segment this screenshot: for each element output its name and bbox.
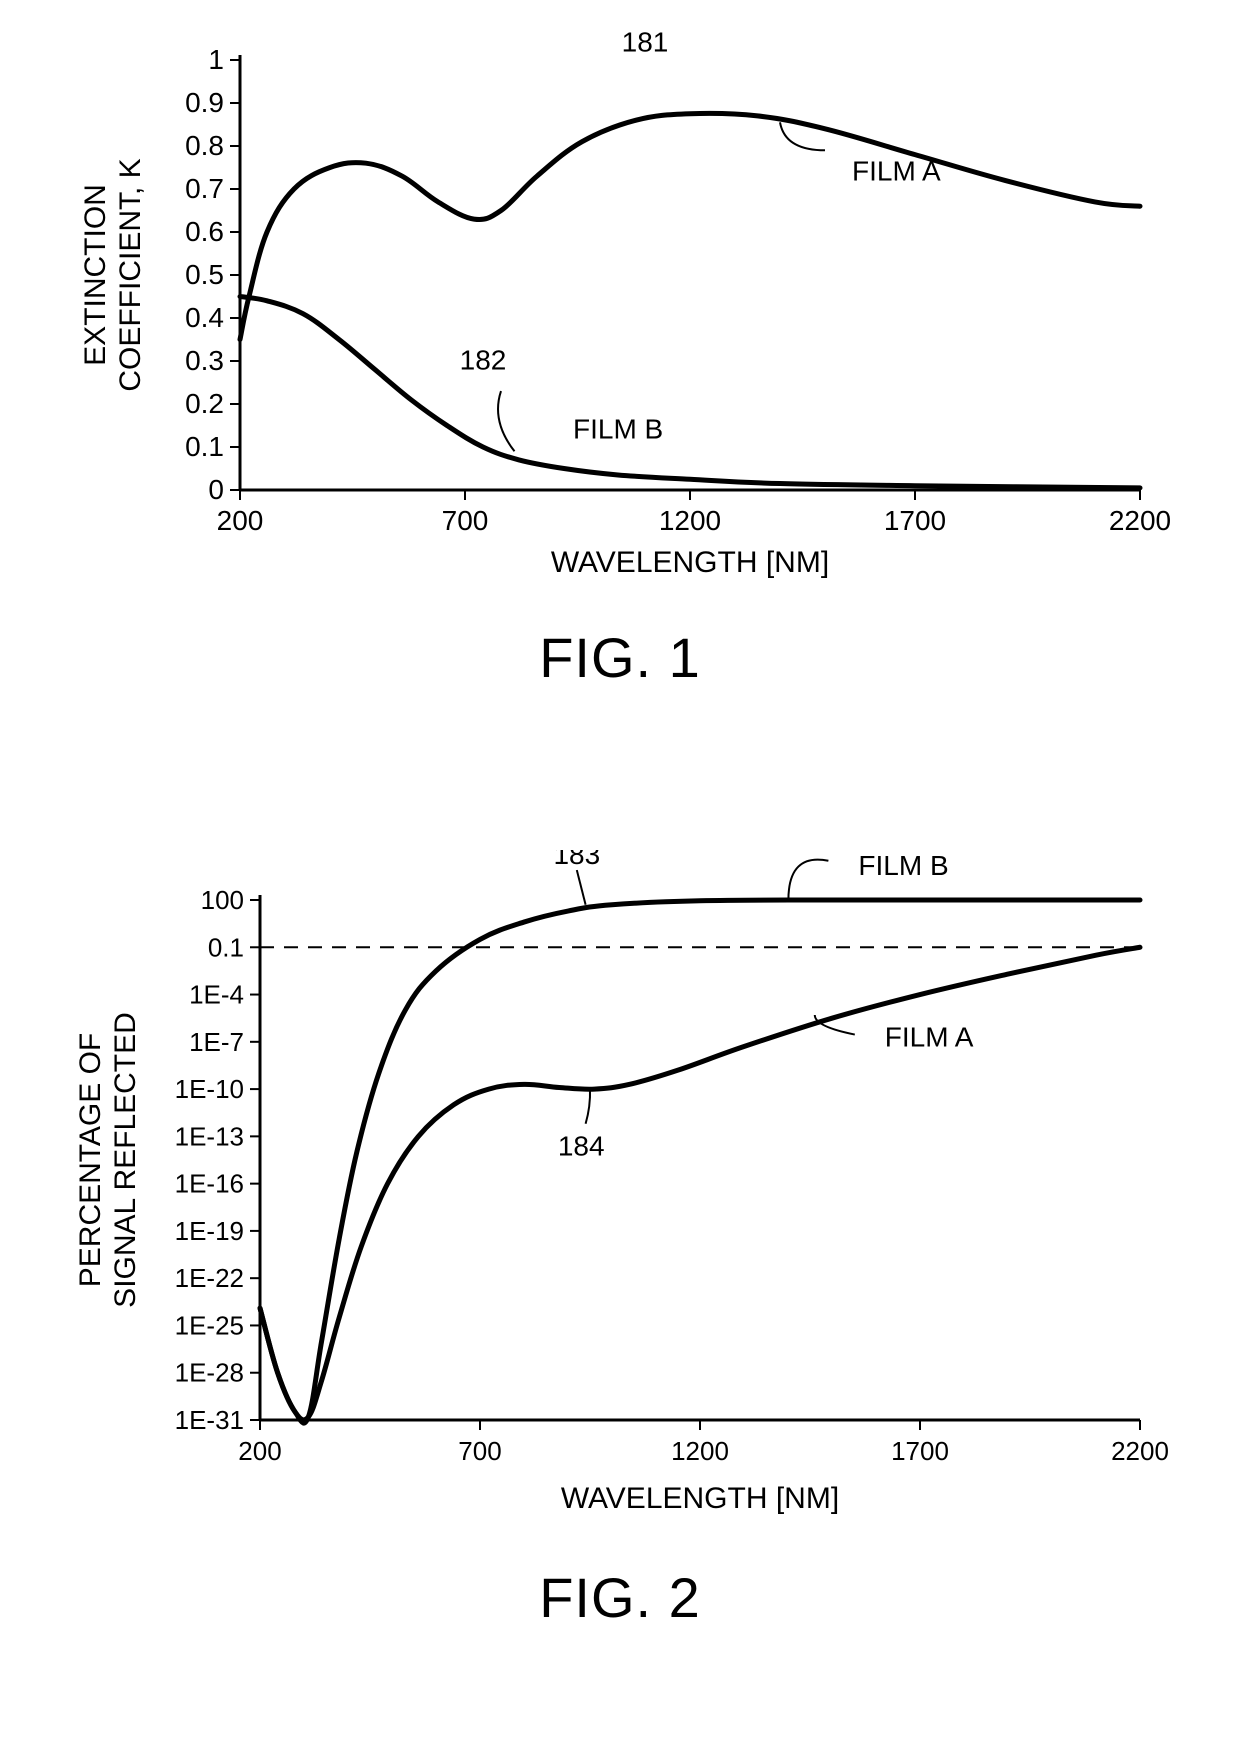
- page: 00.10.20.30.40.50.60.70.80.9120070012001…: [0, 0, 1240, 1739]
- svg-text:1200: 1200: [659, 505, 721, 536]
- svg-text:0.4: 0.4: [185, 302, 224, 333]
- svg-text:1700: 1700: [891, 1436, 949, 1466]
- svg-text:1E-22: 1E-22: [175, 1263, 244, 1293]
- svg-text:1200: 1200: [671, 1436, 729, 1466]
- svg-text:0.5: 0.5: [185, 259, 224, 290]
- svg-text:0.2: 0.2: [185, 388, 224, 419]
- fig2-chart: 1E-31 1E-28 1E-25 1E-22 1E-19 1E-16 1E-13 1E-10…: [60, 850, 1180, 1530]
- fig1-label: FIG. 1: [60, 625, 1180, 690]
- svg-text:FILM A: FILM A: [885, 1022, 974, 1053]
- svg-text:1E-31: 1E-31: [175, 1405, 244, 1435]
- svg-text:1E-16: 1E-16: [175, 1169, 244, 1199]
- svg-text:EXTINCTION: EXTINCTION: [79, 184, 112, 366]
- svg-text:1E-7: 1E-7: [189, 1027, 244, 1057]
- svg-text:1700: 1700: [884, 505, 946, 536]
- svg-text:0.8: 0.8: [185, 130, 224, 161]
- svg-text:2200: 2200: [1109, 505, 1171, 536]
- svg-text:100: 100: [201, 885, 244, 915]
- svg-text:183: 183: [553, 850, 600, 870]
- svg-text:FILM A: FILM A: [852, 155, 941, 186]
- svg-text:0.1: 0.1: [185, 431, 224, 462]
- svg-text:0.1: 0.1: [208, 932, 244, 962]
- svg-text:200: 200: [217, 505, 264, 536]
- fig2-label: FIG. 2: [60, 1565, 1180, 1630]
- svg-text:1E-25: 1E-25: [175, 1310, 244, 1340]
- svg-text:1E-13: 1E-13: [175, 1121, 244, 1151]
- svg-text:0.3: 0.3: [185, 345, 224, 376]
- svg-text:184: 184: [558, 1130, 605, 1161]
- fig1-chart: 00.10.20.30.40.50.60.70.80.9120070012001…: [60, 30, 1180, 590]
- figure-1: 00.10.20.30.40.50.60.70.80.9120070012001…: [60, 30, 1180, 670]
- svg-text:1E-10: 1E-10: [175, 1074, 244, 1104]
- svg-text:700: 700: [442, 505, 489, 536]
- svg-text:WAVELENGTH [NM]: WAVELENGTH [NM]: [551, 546, 829, 579]
- svg-text:0.9: 0.9: [185, 87, 224, 118]
- svg-text:WAVELENGTH [NM]: WAVELENGTH [NM]: [561, 1482, 839, 1515]
- svg-text:1E-4: 1E-4: [189, 980, 244, 1010]
- svg-text:SIGNAL REFLECTED: SIGNAL REFLECTED: [109, 1012, 142, 1308]
- svg-text:1E-19: 1E-19: [175, 1216, 244, 1246]
- svg-text:0.7: 0.7: [185, 173, 224, 204]
- svg-text:FILM B: FILM B: [573, 413, 663, 444]
- svg-text:1: 1: [208, 44, 224, 75]
- svg-text:PERCENTAGE OF: PERCENTAGE OF: [74, 1033, 107, 1287]
- svg-text:0.6: 0.6: [185, 216, 224, 247]
- svg-text:1E-28: 1E-28: [175, 1358, 244, 1388]
- svg-text:700: 700: [458, 1436, 501, 1466]
- svg-text:0: 0: [208, 474, 224, 505]
- svg-text:200: 200: [238, 1436, 281, 1466]
- svg-text:FILM B: FILM B: [858, 850, 948, 881]
- svg-text:182: 182: [460, 345, 507, 376]
- svg-text:2200: 2200: [1111, 1436, 1169, 1466]
- svg-text:181: 181: [622, 30, 669, 57]
- figure-2: 1E-31 1E-28 1E-25 1E-22 1E-19 1E-16 1E-13 1E-10…: [60, 850, 1180, 1650]
- svg-text:COEFFICIENT, K: COEFFICIENT, K: [114, 158, 147, 391]
